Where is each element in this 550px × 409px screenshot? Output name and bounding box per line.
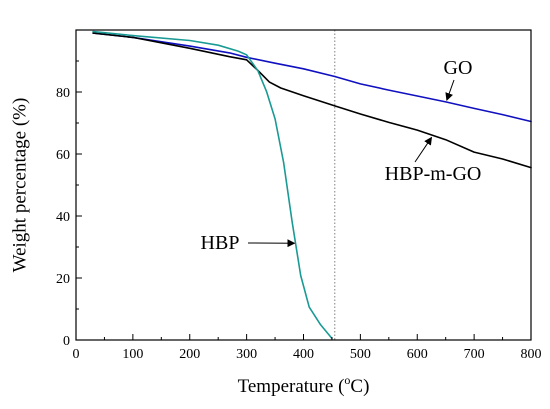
y-axis-ticks: 0 20 40 60 80: [56, 60, 82, 349]
x-tick-label-400: 400: [293, 347, 314, 362]
annotation-label-hbp-m-go: HBP-m-GO: [385, 163, 482, 185]
x-tick-label-800: 800: [521, 347, 542, 362]
annotation-arrow-hbp-m-go: [414, 136, 433, 163]
x-axis-unit-close: ): [363, 376, 369, 397]
annotation-label-hbp: HBP: [201, 232, 240, 254]
y-tick-label-40: 40: [56, 210, 70, 225]
x-tick-label-700: 700: [464, 347, 485, 362]
x-axis-ticks: 0 100 200 300 400 500 600 700 800: [73, 334, 542, 362]
series-line-hbp: [92, 30, 333, 340]
y-tick-label-20: 20: [56, 272, 70, 287]
annotation-arrow-go: [445, 79, 455, 102]
data-series: [92, 30, 532, 340]
y-tick-label-0: 0: [63, 334, 70, 349]
x-tick-label-600: 600: [407, 347, 428, 362]
annotation-label-go: GO: [444, 57, 473, 79]
x-axis-unit-open: (: [333, 376, 344, 397]
x-axis-title-text: Temperature: [238, 376, 334, 397]
x-axis-title: Temperature (oC): [238, 373, 370, 397]
x-tick-label-500: 500: [350, 347, 371, 362]
x-tick-label-300: 300: [236, 347, 257, 362]
series-line-go: [92, 32, 532, 123]
y-axis-title: Weight percentage (%): [10, 98, 31, 273]
y-tick-label-60: 60: [56, 148, 70, 163]
y-tick-label-80: 80: [56, 86, 70, 101]
x-tick-label-200: 200: [179, 347, 200, 362]
x-axis-unit-degree: o: [344, 373, 350, 387]
x-tick-label-100: 100: [122, 347, 143, 362]
series-line-hbp-m-go: [92, 32, 532, 169]
x-axis-unit: C: [350, 376, 363, 397]
x-tick-label-0: 0: [73, 347, 80, 362]
series-annotations: GO HBP-m-GO HBP: [201, 57, 482, 254]
